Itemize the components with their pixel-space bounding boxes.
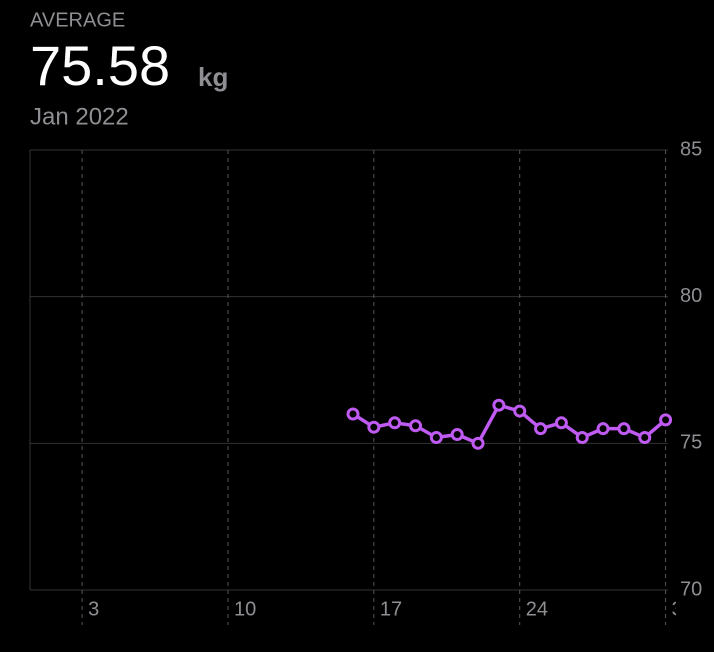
x-tick-label: 10 <box>234 598 256 620</box>
data-point <box>429 430 443 444</box>
data-point <box>388 416 402 430</box>
data-point <box>367 420 381 434</box>
data-point <box>638 430 652 444</box>
y-tick-label: 70 <box>680 578 702 600</box>
x-axis: 3 10 17 24 31 <box>81 150 694 625</box>
y-tick-label: 85 <box>680 138 702 160</box>
y-tick-label: 80 <box>680 285 702 307</box>
data-point <box>596 422 610 436</box>
data-point <box>575 430 589 444</box>
header-label: AVERAGE <box>30 9 125 31</box>
data-line <box>352 403 667 446</box>
x-tick-label: 3 <box>88 598 99 620</box>
data-point <box>617 422 631 436</box>
header-unit: kg <box>198 62 228 92</box>
x-tick-label: 31 <box>672 598 694 620</box>
y-tick-label: 75 <box>680 432 702 454</box>
data-point <box>471 436 485 450</box>
data-point <box>450 428 464 442</box>
data-point <box>659 413 673 427</box>
data-point <box>346 407 360 421</box>
x-tick-label: 24 <box>526 598 548 620</box>
header-value: 75.58 <box>30 34 170 97</box>
data-point <box>492 398 506 412</box>
data-point <box>513 404 527 418</box>
x-tick-label: 17 <box>380 598 402 620</box>
data-point <box>534 422 548 436</box>
header-date: Jan 2022 <box>30 103 129 130</box>
data-point <box>409 419 423 433</box>
data-point <box>554 416 568 430</box>
